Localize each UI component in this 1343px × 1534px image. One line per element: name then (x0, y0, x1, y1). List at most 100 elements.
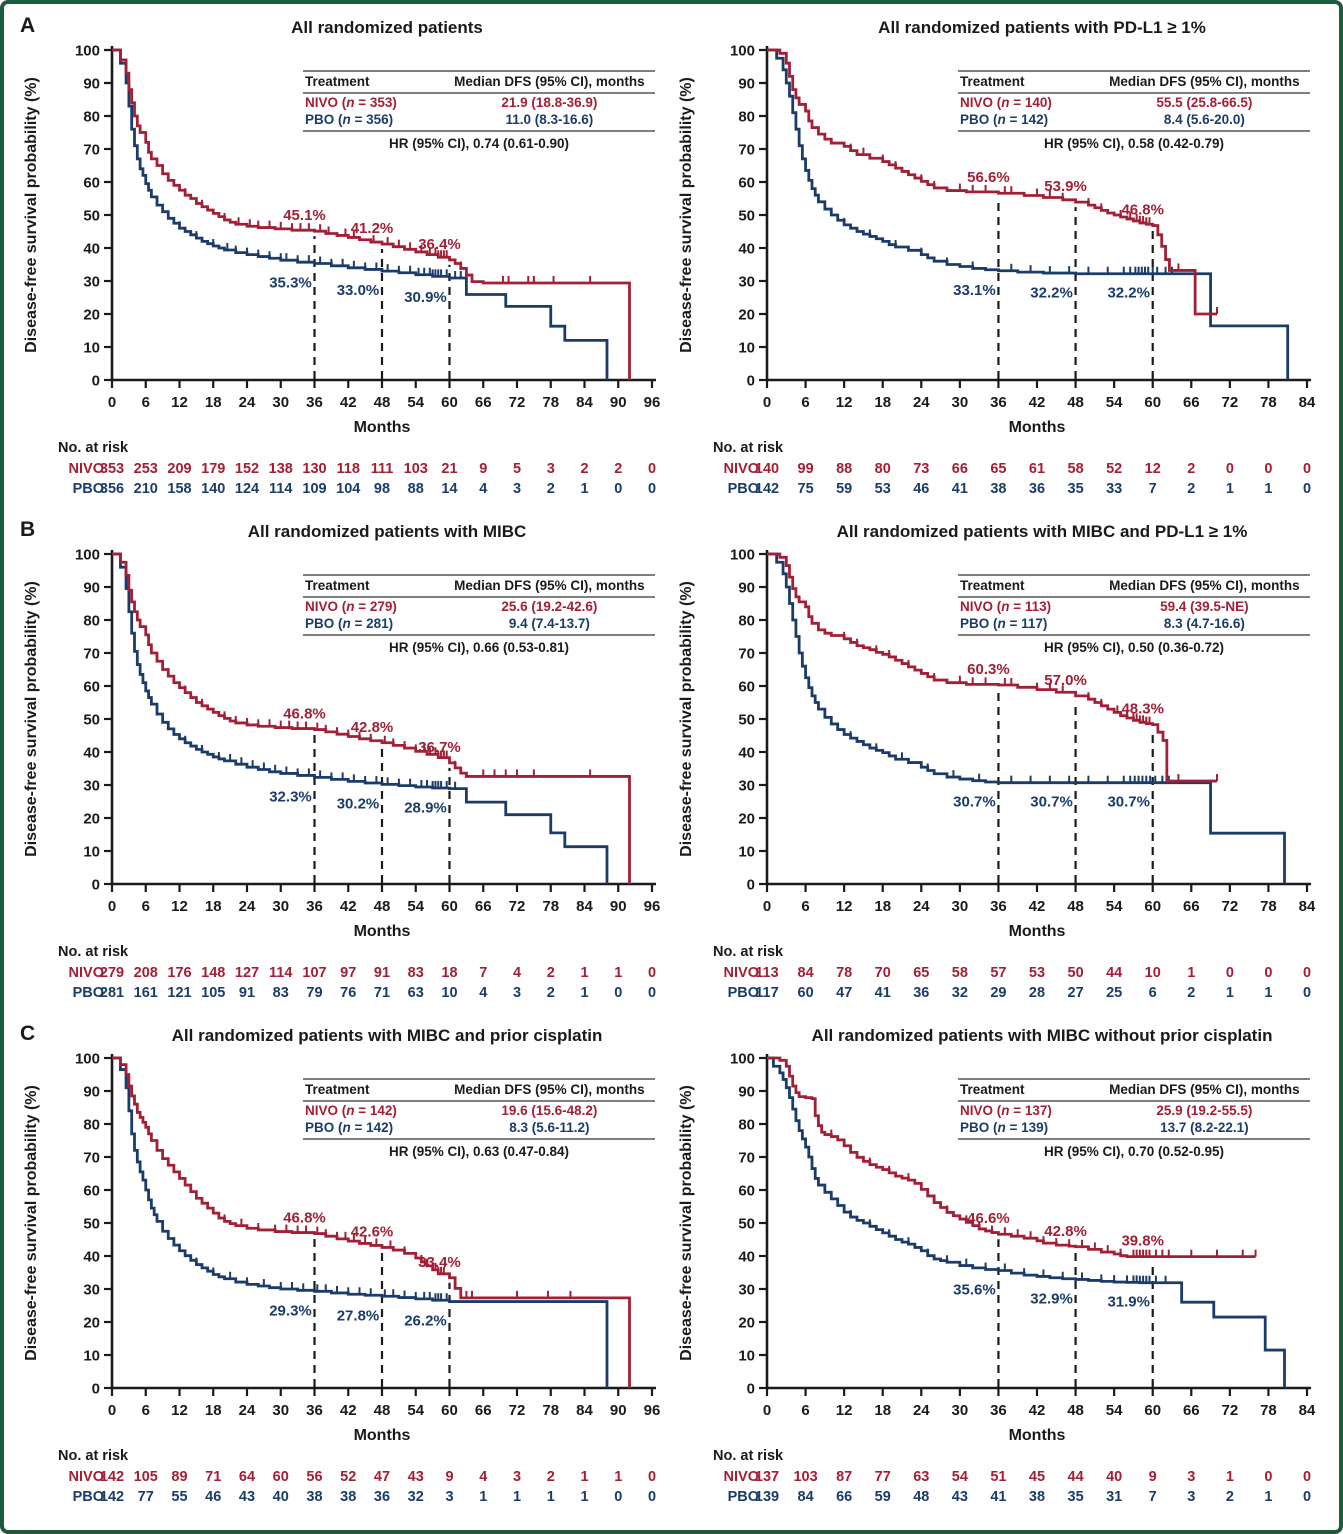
risk-value-pbo: 59 (836, 481, 852, 497)
risk-value-pbo: 3 (445, 1489, 453, 1505)
risk-value-pbo: 40 (273, 1489, 289, 1505)
panel-title: All randomized patients with MIBC withou… (811, 1026, 1273, 1045)
risk-value-nivo: 140 (755, 461, 779, 477)
risk-value-nivo: 3 (1187, 1469, 1195, 1485)
risk-value-pbo: 109 (302, 481, 326, 497)
y-tick-label: 90 (83, 1084, 100, 1101)
hazard-ratio: HR (95% CI), 0.70 (0.52-0.95) (1043, 1144, 1225, 1159)
risk-value-pbo: 1 (547, 1489, 555, 1505)
panel-title: All randomized patients with MIBC and PD… (836, 522, 1248, 541)
risk-value-nivo: 0 (1226, 965, 1234, 981)
median-dfs-inset: Treatment Median DFS (95% CI), months NI… (958, 574, 1310, 655)
nivo-milestone-label: 53.9% (1044, 178, 1087, 195)
median-dfs-table: Treatment Median DFS (95% CI), months NI… (958, 574, 1310, 636)
risk-value-pbo: 27 (1068, 985, 1084, 1001)
risk-value-nivo: 61 (1029, 461, 1045, 477)
risk-value-pbo: 31 (1106, 1489, 1122, 1505)
risk-value-pbo: 46 (913, 481, 929, 497)
risk-value-nivo: 87 (836, 1469, 852, 1485)
y-tick-label: 20 (83, 1315, 100, 1332)
risk-value-pbo: 1 (1264, 481, 1272, 497)
panel-row-c: C All randomized patients with MIBC and … (12, 1022, 1331, 1520)
x-tick-label: 12 (171, 394, 188, 411)
x-tick-label: 48 (374, 898, 391, 915)
km-panel: B All randomized patients with MIBC 0 10 2… (12, 518, 667, 1016)
nivo-milestone-label: 42.8% (351, 719, 394, 736)
risk-value-pbo: 55 (171, 1489, 187, 1505)
risk-value-nivo: 3 (547, 461, 555, 477)
median-dfs-table: Treatment Median DFS (95% CI), months NI… (303, 574, 655, 636)
risk-value-nivo: 45 (1029, 1469, 1045, 1485)
x-tick-label: 42 (340, 394, 357, 411)
x-tick-label: 18 (874, 394, 891, 411)
nivo-label: NIVO (n = 353) (305, 95, 397, 110)
risk-value-nivo: 279 (100, 965, 124, 981)
hazard-ratio: HR (95% CI), 0.50 (0.36-0.72) (1043, 640, 1225, 655)
median-dfs-inset: Treatment Median DFS (95% CI), months NI… (303, 1078, 655, 1159)
risk-value-pbo: 0 (648, 1489, 656, 1505)
risk-value-pbo: 14 (441, 481, 457, 497)
risk-value-nivo: 1 (1187, 965, 1195, 981)
risk-value-nivo: 2 (1187, 461, 1195, 477)
pbo-curve (767, 48, 1290, 380)
x-tick-label: 48 (374, 394, 391, 411)
y-tick-label: 100 (75, 1051, 100, 1068)
pbo-median-row: PBO (n = 356) 11.0 (8.3-16.6) (303, 111, 655, 132)
nivo-median-value: 55.5 (25.8-66.5) (1156, 95, 1253, 110)
x-tick-label: 24 (913, 1402, 930, 1419)
pbo-milestone-label: 27.8% (337, 1307, 380, 1324)
risk-value-pbo: 0 (614, 481, 622, 497)
pbo-median-value: 8.3 (5.6-11.2) (443, 1119, 655, 1140)
x-tick-label: 0 (108, 898, 116, 915)
x-tick-label: 54 (1106, 394, 1123, 411)
nivo-milestone-label: 57.0% (1044, 672, 1087, 689)
pbo-curve (112, 552, 609, 884)
risk-value-nivo: 137 (755, 1469, 779, 1485)
risk-value-nivo: 97 (340, 965, 356, 981)
risk-value-nivo: 130 (302, 461, 326, 477)
risk-value-pbo: 105 (201, 985, 225, 1001)
risk-value-pbo: 3 (513, 985, 521, 1001)
y-axis-label: Disease-free survival probability (%) (678, 77, 695, 353)
y-tick-label: 20 (738, 1315, 755, 1332)
y-tick-label: 70 (83, 1150, 100, 1167)
y-tick-label: 40 (738, 745, 755, 762)
x-tick-label: 36 (990, 898, 1007, 915)
pbo-milestone-label: 29.3% (269, 1302, 312, 1319)
risk-value-pbo: 6 (1149, 985, 1157, 1001)
chart-area: 0 10 20 30 40 50 60 70 80 90 100 0 6 12 18 24 30 36 42 48 54… (667, 42, 1322, 512)
y-tick-label: 40 (83, 745, 100, 762)
risk-value-nivo: 2 (547, 965, 555, 981)
risk-value-nivo: 40 (1106, 1469, 1122, 1485)
risk-value-nivo: 0 (1303, 1469, 1311, 1485)
risk-value-pbo: 0 (1303, 481, 1311, 497)
y-tick-label: 60 (83, 175, 100, 192)
x-tick-label: 78 (1260, 394, 1277, 411)
risk-value-pbo: 35 (1068, 1489, 1084, 1505)
x-tick-label: 6 (801, 1402, 809, 1419)
y-tick-label: 0 (747, 1381, 755, 1398)
chart-area: 0 10 20 30 40 50 60 70 80 90 100 0 6 12 18 24 30 36 42 48 54… (667, 546, 1322, 1016)
x-tick-label: 54 (407, 394, 424, 411)
median-dfs-inset: Treatment Median DFS (95% CI), months NI… (303, 70, 655, 151)
inset-header-median: Median DFS (95% CI), months (443, 1079, 655, 1102)
x-tick-label: 78 (542, 898, 559, 915)
risk-value-pbo: 7 (1149, 481, 1157, 497)
risk-value-nivo: 80 (875, 461, 891, 477)
risk-value-pbo: 41 (952, 481, 968, 497)
x-tick-label: 84 (576, 394, 593, 411)
y-tick-label: 60 (738, 1183, 755, 1200)
km-panel: C All randomized patients with MIBC and … (12, 1022, 667, 1520)
risk-value-nivo: 65 (990, 461, 1006, 477)
risk-row-label-nivo: NIVO (69, 965, 104, 981)
y-tick-label: 40 (83, 1249, 100, 1266)
y-tick-label: 80 (738, 1117, 755, 1134)
chart-area: 0 10 20 30 40 50 60 70 80 90 100 0 6 12 18 24 30 36 42 48 54… (12, 42, 667, 512)
risk-row-label-pbo: PBO (73, 1489, 104, 1505)
y-tick-label: 80 (738, 613, 755, 630)
risk-value-pbo: 1 (1226, 985, 1234, 1001)
nivo-curve (767, 552, 1217, 783)
x-tick-label: 42 (1029, 1402, 1046, 1419)
